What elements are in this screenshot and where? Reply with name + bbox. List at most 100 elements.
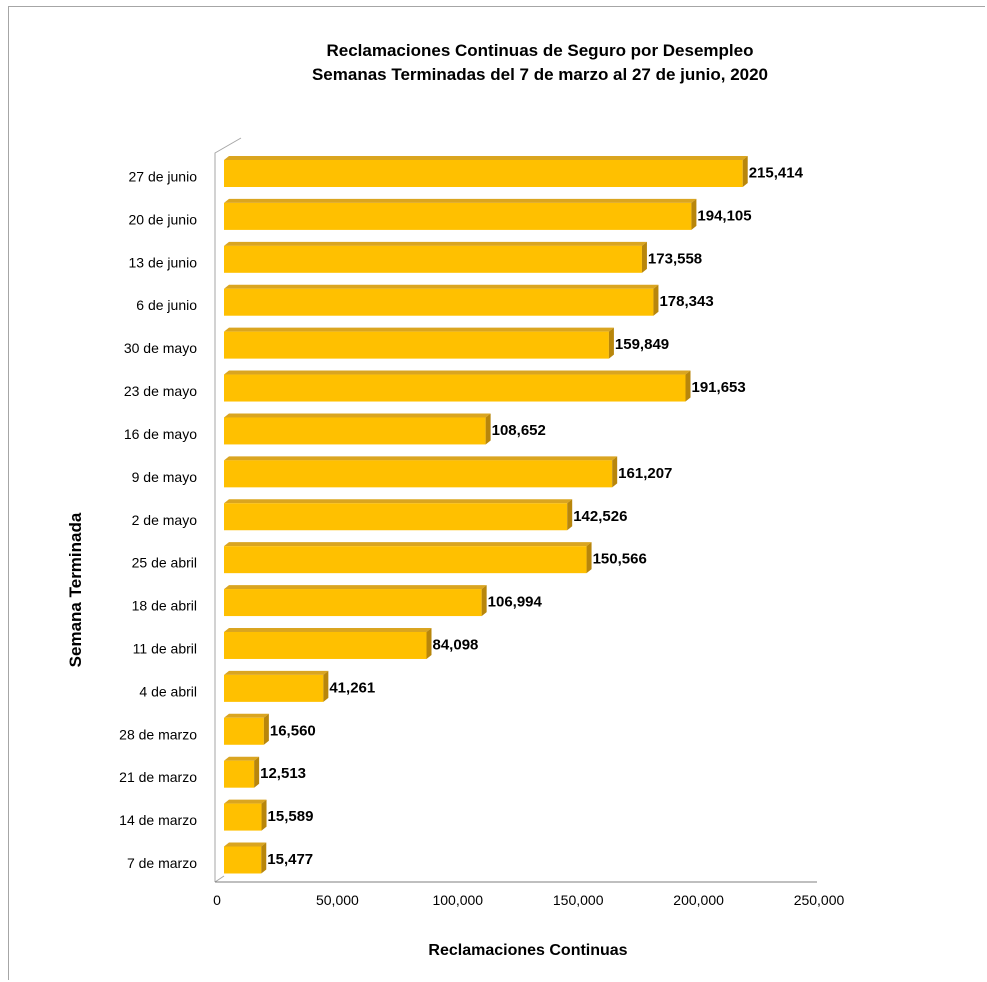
bar: [224, 456, 618, 488]
bar: [224, 713, 269, 745]
value-label: 215,414: [749, 165, 804, 182]
bar-front: [224, 846, 262, 874]
bar-front: [224, 589, 482, 617]
value-label: 161,207: [618, 465, 672, 482]
value-label: 84,098: [433, 636, 479, 653]
category-label: 20 de junio: [128, 211, 197, 227]
bar-front: [224, 503, 568, 531]
bar-front: [224, 460, 613, 488]
bar: [224, 327, 614, 359]
category-label: 7 de marzo: [127, 855, 197, 871]
bar-front: [224, 546, 587, 574]
bar-side: [485, 413, 491, 445]
category-label: 30 de mayo: [124, 340, 197, 356]
bar-top: [224, 198, 697, 203]
bar-front: [224, 674, 324, 702]
bar-top: [224, 284, 659, 289]
bar-side: [608, 327, 614, 359]
bar: [224, 670, 329, 702]
x-tick-label: 200,000: [673, 892, 724, 908]
category-labels: 27 de junio 20 de junio 13 de junio 6 de ju…: [119, 169, 197, 872]
chart-title-line-1: Reclamaciones Continuas de Seguro por De…: [326, 41, 753, 60]
bar-front: [224, 374, 686, 402]
category-label: 16 de mayo: [124, 426, 197, 442]
bar-front: [224, 631, 427, 659]
bar-side: [263, 713, 269, 745]
category-label: 14 de marzo: [119, 812, 197, 828]
bar-front: [224, 202, 692, 230]
x-tick-label: 100,000: [432, 892, 483, 908]
value-label: 173,558: [648, 250, 702, 267]
value-label: 15,589: [268, 808, 314, 825]
y-axis-title: Semana Terminada: [66, 512, 85, 667]
bar-front: [224, 803, 262, 831]
category-label: 23 de mayo: [124, 383, 197, 399]
bar-top: [224, 842, 267, 847]
value-label: 191,653: [692, 379, 746, 396]
bar-side: [691, 198, 697, 230]
value-label: 12,513: [260, 765, 306, 782]
bar-front: [224, 288, 654, 316]
bar: [224, 627, 432, 659]
bar-top: [224, 585, 487, 590]
bar-side: [254, 756, 260, 788]
bar-top: [224, 756, 260, 761]
value-label: 150,566: [593, 551, 647, 568]
bar-side: [481, 585, 487, 617]
value-label: 41,261: [329, 679, 375, 696]
bar: [224, 284, 659, 316]
bar-front: [224, 717, 264, 745]
bar-side: [323, 670, 329, 702]
bar: [224, 241, 647, 273]
bar: [224, 499, 573, 531]
x-axis-title: Reclamaciones Continuas: [428, 942, 627, 959]
bar-side: [641, 241, 647, 273]
category-label: 6 de junio: [136, 297, 197, 313]
value-label: 16,560: [270, 722, 316, 739]
bar-side: [261, 799, 267, 831]
bar-top: [224, 241, 647, 246]
bar-front: [224, 417, 486, 445]
value-label: 106,994: [488, 594, 543, 611]
bar-front: [224, 160, 743, 187]
bar-front: [224, 331, 609, 359]
bar: [224, 756, 260, 788]
bar: [224, 542, 592, 574]
chart-title-line-2: Semanas Terminadas del 7 de marzo al 27 …: [312, 65, 768, 84]
bar: [224, 198, 697, 230]
bar: [224, 585, 487, 617]
bar-top: [224, 156, 748, 160]
bar: [224, 799, 267, 831]
category-label: 28 de marzo: [119, 726, 197, 742]
axes: [214, 137, 817, 883]
bar-side: [742, 156, 748, 187]
bar: [224, 842, 267, 874]
bar-front: [224, 760, 255, 788]
value-label: 15,477: [267, 851, 313, 868]
bars: [224, 156, 748, 874]
bar-side: [261, 842, 267, 874]
bar-side: [612, 456, 618, 488]
category-label: 9 de mayo: [132, 469, 198, 485]
x-tick-label: 150,000: [553, 892, 604, 908]
bar-front: [224, 245, 642, 273]
bar-top: [224, 542, 592, 547]
floor-edge: [214, 875, 225, 883]
bar-side: [586, 542, 592, 574]
bar-top: [224, 799, 267, 804]
bar-side: [685, 370, 691, 402]
value-label: 159,849: [615, 336, 669, 353]
bar: [224, 156, 748, 187]
x-tick-labels: 0 50,000 100,000 150,000 200,000 250,000: [213, 892, 844, 908]
bar-side: [653, 284, 659, 316]
value-label: 194,105: [697, 207, 751, 224]
category-label: 4 de abril: [139, 683, 197, 699]
bar-side: [426, 627, 432, 659]
x-tick-label: 250,000: [794, 892, 845, 908]
bar-top: [224, 670, 329, 675]
category-label: 27 de junio: [128, 169, 197, 185]
value-label: 108,652: [492, 422, 546, 439]
bar-side: [567, 499, 573, 531]
bar: [224, 370, 691, 402]
